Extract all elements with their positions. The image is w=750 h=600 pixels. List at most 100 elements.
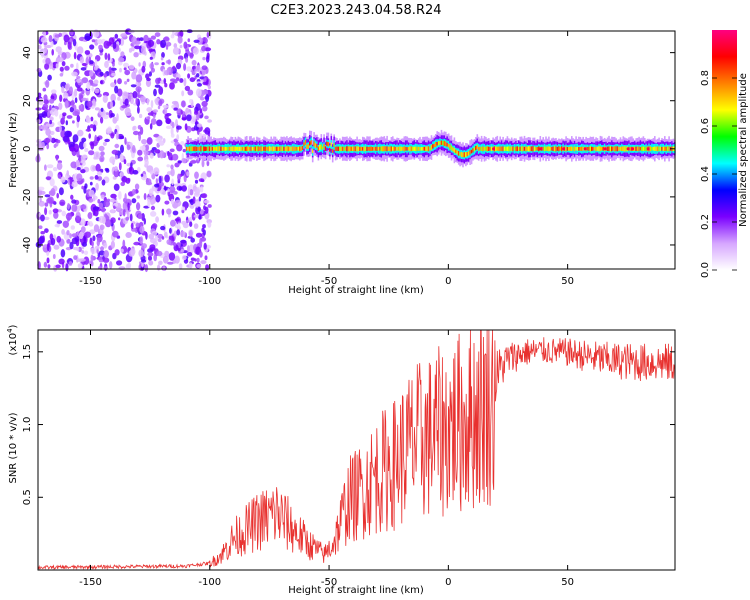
- spectrogram-cell: [409, 146, 411, 152]
- spectrogram-cell: [642, 146, 645, 151]
- spectrogram-cell: [83, 234, 86, 244]
- spectrogram-cell: [317, 146, 320, 151]
- spectrogram-cell: [103, 242, 108, 249]
- spectrogram-cell: [56, 220, 63, 224]
- spectrogram-cell: [581, 146, 583, 151]
- spectrogram-cell: [161, 208, 165, 216]
- spectrogram-cell: [110, 82, 116, 88]
- spectrogram-cell: [154, 32, 161, 37]
- spectrogram-cell: [145, 79, 152, 88]
- spectrogram-cell: [601, 146, 603, 151]
- spectrogram-cell: [141, 259, 147, 263]
- spectrogram-cell: [452, 147, 454, 152]
- spectrogram-cell: [153, 88, 157, 97]
- spectrogram-cell: [132, 130, 139, 136]
- spectrogram-cell: [168, 252, 176, 261]
- spectrogram-cell: [103, 40, 110, 49]
- spectrogram-cell: [109, 198, 116, 203]
- spectrogram-cell: [40, 214, 45, 222]
- spectrogram-cell: [47, 196, 54, 204]
- spectrogram-cell: [201, 159, 205, 168]
- spectrogram-cell: [123, 62, 129, 68]
- spectrogram-cell: [258, 146, 261, 151]
- spectrogram-cell: [283, 146, 285, 151]
- spectrogram-cell: [148, 233, 155, 240]
- spectrogram-cell: [612, 146, 615, 151]
- spectrogram-cell: [76, 247, 80, 252]
- spectrogram-cell: [136, 202, 141, 211]
- spectrogram-y-tick-label: 40: [22, 46, 33, 59]
- spectrogram-cell: [621, 146, 623, 151]
- spectrogram-cell: [427, 146, 430, 152]
- spectrogram-cell: [394, 146, 397, 151]
- spectrogram-cell: [183, 77, 187, 87]
- spectrogram-cell: [609, 146, 612, 152]
- spectrogram-cell: [406, 147, 408, 151]
- spectrogram-cell: [176, 134, 180, 141]
- spectrogram-cell: [598, 146, 600, 152]
- spectrogram-cell: [123, 159, 127, 165]
- spectrogram-cell: [91, 241, 94, 247]
- spectrogram-cell: [176, 229, 181, 236]
- spectrogram-cell: [50, 95, 55, 100]
- spectrogram-cell: [439, 141, 441, 145]
- spectrogram-cell: [179, 78, 184, 83]
- spectrogram-cell: [313, 141, 315, 147]
- spectrogram-cell: [656, 146, 659, 152]
- spectrogram-cell: [553, 146, 556, 152]
- spectrogram-cell: [148, 48, 155, 52]
- spectrogram-cell: [70, 194, 74, 200]
- spectrogram-cell: [62, 135, 70, 142]
- spectrogram-cell: [166, 239, 172, 245]
- spectrogram-cell: [71, 99, 75, 108]
- spectrogram-cell: [95, 163, 101, 172]
- spectrogram-cell: [66, 230, 70, 236]
- spectrogram-cell: [147, 39, 155, 48]
- spectrogram-cell: [380, 146, 383, 152]
- spectrogram-cell: [180, 249, 185, 253]
- spectrogram-cell: [154, 62, 159, 66]
- spectrogram-cell: [158, 260, 163, 265]
- spectrogram-cell: [194, 188, 200, 196]
- spectrogram-cell: [149, 123, 153, 130]
- spectrogram-cell: [202, 56, 206, 61]
- spectrogram-cell: [324, 146, 327, 151]
- spectrogram-cell: [199, 209, 204, 215]
- spectrogram-cell: [45, 128, 51, 136]
- spectrogram-y-tick-label: -20: [22, 189, 33, 205]
- spectrogram-cell: [105, 127, 112, 134]
- spectrogram-cell: [161, 236, 165, 240]
- spectrogram-cell: [76, 115, 81, 123]
- spectrogram-cell: [174, 183, 179, 187]
- spectrogram-cell: [195, 146, 198, 151]
- spectrogram-cell: [105, 112, 109, 116]
- spectrogram-cell: [179, 44, 183, 49]
- spectrogram-cell: [107, 53, 111, 61]
- spectrogram-cell: [400, 146, 403, 151]
- colorbar-tick-label: 0.6: [700, 118, 711, 134]
- spectrogram-cell: [161, 52, 165, 58]
- spectrogram-cell: [178, 263, 183, 270]
- spectrogram-cell: [190, 146, 192, 152]
- spectrogram-cell: [177, 173, 181, 181]
- spectrogram-cell: [181, 157, 187, 164]
- spectrogram-cell: [131, 198, 137, 204]
- spectrogram-cell: [44, 164, 47, 171]
- spectrogram-cell: [199, 108, 203, 114]
- spectrogram-cell: [223, 146, 225, 151]
- spectrogram-cell: [472, 148, 474, 153]
- spectrogram-cell: [549, 146, 552, 151]
- spectrogram-cell: [174, 199, 182, 207]
- spectrogram-cell: [256, 146, 258, 152]
- spectrogram-cell: [134, 40, 141, 45]
- spectrogram-cell: [126, 78, 130, 83]
- spectrogram-cell: [39, 196, 42, 203]
- spectrogram-cell: [199, 251, 203, 258]
- spectrogram-cell: [77, 129, 84, 137]
- colorbar: 0.0 0.2 0.4 0.6 0.8 Normalized spectral ampl…: [700, 30, 749, 278]
- spectrogram-cell: [113, 183, 120, 191]
- spectrogram-cell: [467, 151, 470, 156]
- spectrogram-cell: [110, 67, 117, 71]
- spectrogram-cell: [608, 146, 610, 151]
- spectrogram-cell: [199, 96, 205, 101]
